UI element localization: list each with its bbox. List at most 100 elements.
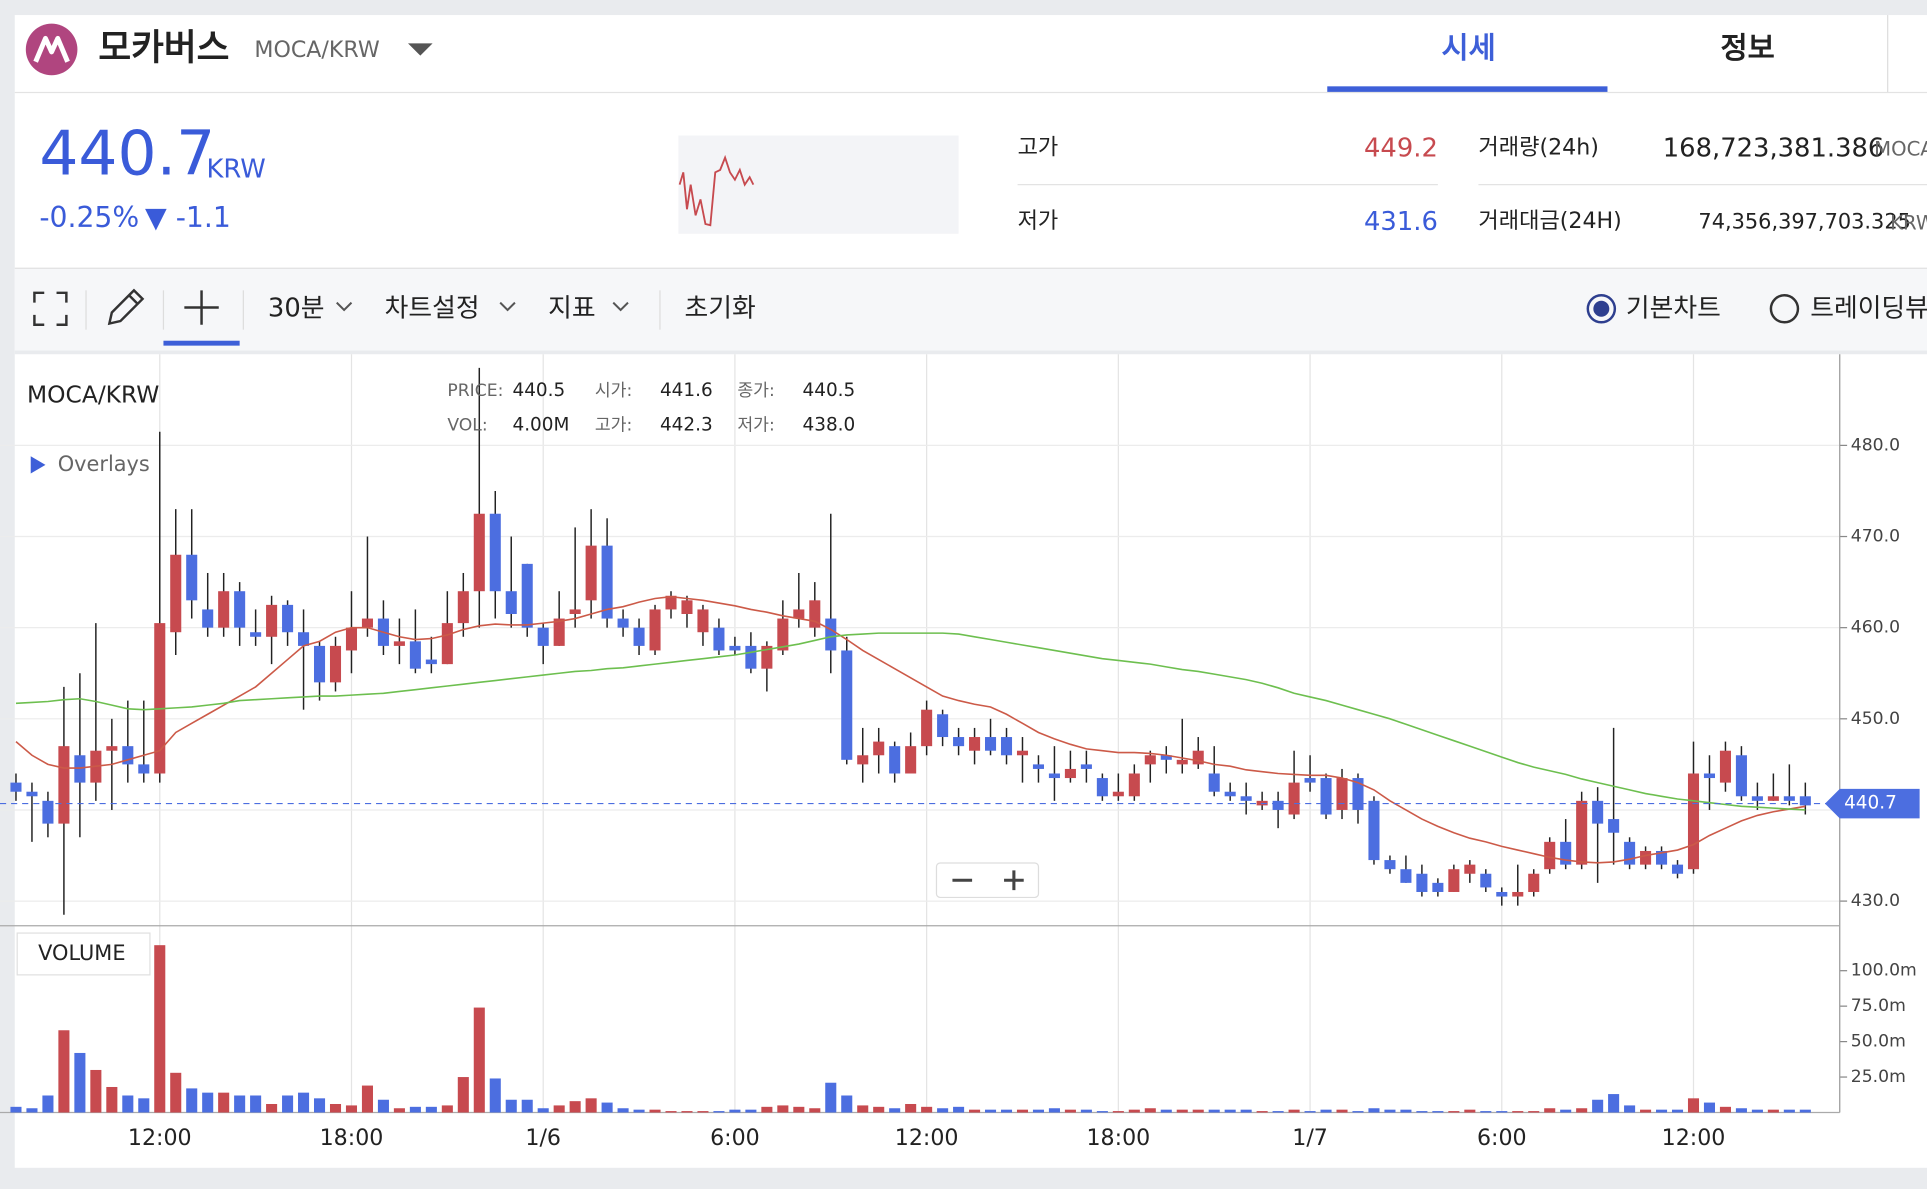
volume-bar — [1384, 1109, 1396, 1113]
stat-value: 449.2 — [1364, 134, 1438, 164]
volume-bar — [633, 1109, 645, 1113]
candle-body — [122, 746, 134, 765]
volume-bar — [809, 1108, 821, 1113]
candle-body — [457, 591, 469, 624]
candle-body — [761, 645, 773, 669]
volume-bar — [1160, 1109, 1172, 1113]
volume-bar — [1464, 1109, 1476, 1113]
volume-bar — [1256, 1111, 1268, 1113]
last-price-tag — [1824, 788, 1920, 819]
crosshair-icon[interactable] — [184, 290, 219, 325]
volume-bar — [617, 1108, 629, 1113]
volume-bar — [457, 1077, 469, 1113]
tab-underline — [1327, 86, 1608, 93]
volume-bar — [1368, 1108, 1380, 1113]
info-value: 442.3 — [660, 415, 713, 436]
volume-bar — [409, 1106, 421, 1113]
overlays: Overlays — [58, 452, 150, 476]
volume-bar — [266, 1103, 278, 1113]
radio-off[interactable] — [1769, 294, 1800, 324]
candle-body — [154, 623, 166, 774]
mode[interactable]: 기본차트 — [1626, 293, 1721, 323]
chart-settings[interactable]: 차트설정 — [385, 293, 480, 323]
tab-active[interactable]: 시세 — [1441, 31, 1495, 65]
candle-body — [74, 755, 86, 783]
bottom-band — [0, 1167, 1927, 1189]
mode[interactable]: 트레이딩뷰 — [1810, 293, 1927, 323]
change: ▼ -1.1 — [145, 201, 231, 234]
volume-bar — [873, 1106, 885, 1113]
zoom-in[interactable] — [1004, 870, 1024, 891]
volume-bar — [1640, 1109, 1652, 1113]
pencil-icon[interactable] — [107, 288, 145, 326]
fullscreen-icon[interactable] — [33, 291, 68, 326]
volume-bar — [953, 1106, 965, 1113]
volume-bar — [1783, 1109, 1795, 1113]
volume-bar — [1799, 1109, 1811, 1113]
volume-bar — [825, 1082, 837, 1113]
candle-body — [1144, 755, 1156, 765]
candle-body — [1799, 796, 1811, 806]
radio-on[interactable] — [1586, 294, 1617, 324]
stat-label: 고가 — [1018, 134, 1059, 160]
candle-body — [937, 714, 949, 738]
candle-body — [234, 591, 246, 628]
volume-bar — [138, 1098, 150, 1113]
candle-body — [42, 800, 54, 824]
coin-pair[interactable]: MOCA/KRW — [254, 37, 379, 63]
candle-body — [1448, 869, 1460, 892]
candle-body — [1400, 869, 1412, 883]
stat-unit: MOCA — [1874, 138, 1927, 161]
volume-bar — [857, 1105, 869, 1113]
volume-bar — [361, 1085, 373, 1113]
volume-bar — [601, 1102, 613, 1113]
volume-bar — [1767, 1109, 1779, 1113]
volume-bar — [1016, 1109, 1029, 1113]
candle-body — [1480, 873, 1492, 888]
volume-bar — [793, 1106, 805, 1113]
volume-bar — [1000, 1109, 1013, 1113]
volume-bar — [1560, 1109, 1572, 1113]
sparkline — [678, 154, 755, 227]
interval[interactable]: 30분 — [268, 293, 325, 323]
stat-label: 저가 — [1018, 208, 1059, 234]
volume-bar — [1592, 1099, 1604, 1113]
candle-body — [1640, 850, 1652, 865]
dropdown-icon[interactable] — [408, 43, 433, 56]
volume-bar — [665, 1111, 677, 1113]
chart: 12:00 18:00 1/6 6:00 12:00 18:00 1/7 6:00 12:00 4… — [0, 354, 1920, 1151]
volume-bar — [441, 1105, 453, 1113]
x-tick-label: 1/6 — [525, 1125, 561, 1151]
tab[interactable]: 정보 — [1720, 31, 1774, 65]
candle-body — [665, 595, 677, 610]
candle-body — [521, 563, 533, 628]
sparkline-box — [678, 135, 959, 234]
candle-body — [777, 618, 789, 651]
stat-value: 168,723,381.386 — [1663, 134, 1885, 164]
volume-bar — [1352, 1111, 1364, 1113]
candle-body — [1624, 841, 1636, 865]
x-tick-label: 6:00 — [710, 1125, 760, 1151]
volume-bar — [1528, 1111, 1540, 1113]
volume-bar — [1544, 1108, 1556, 1113]
tool-underline — [163, 340, 240, 346]
y-tick-label: 25.0m — [1851, 1067, 1906, 1087]
candle-body — [282, 604, 294, 633]
candle-body — [601, 545, 613, 619]
moving-average — [15, 595, 1806, 864]
chevron — [336, 301, 353, 312]
price-unit: KRW — [206, 154, 265, 184]
candle-body — [106, 746, 118, 751]
candle-body — [218, 591, 230, 628]
candle-body — [1608, 819, 1620, 833]
candle-body — [569, 609, 581, 614]
stat-value: 431.6 — [1364, 207, 1438, 237]
candle-body — [1160, 755, 1172, 760]
volume-bar — [1224, 1109, 1236, 1113]
candle-body — [250, 632, 262, 637]
volume-bar — [1240, 1109, 1252, 1113]
indicators[interactable]: 지표 — [548, 293, 595, 323]
candle-body — [170, 554, 182, 633]
reset[interactable]: 초기화 — [685, 293, 756, 323]
